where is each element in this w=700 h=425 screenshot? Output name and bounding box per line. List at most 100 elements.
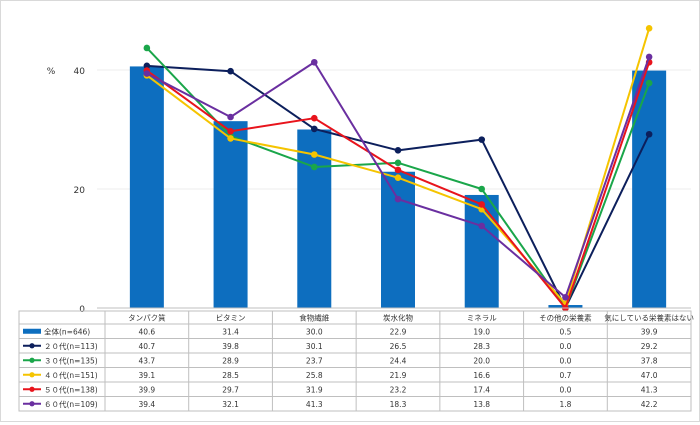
bar xyxy=(297,129,332,308)
table-cell-value: 19.0 xyxy=(473,327,490,336)
table-cell-value: 0.5 xyxy=(559,327,571,336)
legend-label: ２０代(n=113) xyxy=(44,341,98,351)
legend-swatch-marker xyxy=(29,343,35,349)
legend-label: 全体(n=646) xyxy=(44,326,90,336)
legend-swatch-marker xyxy=(29,401,35,407)
table-cell-value: 1.8 xyxy=(559,400,571,409)
legend-swatch-bar xyxy=(23,328,41,334)
category-label: タンパク質 xyxy=(128,313,166,323)
table-cell-value: 20.0 xyxy=(473,356,490,365)
data-table-frame xyxy=(18,310,692,412)
table-cell-value: 22.9 xyxy=(390,327,407,336)
category-label: ミネラル xyxy=(467,314,497,323)
table-cell-value: 39.4 xyxy=(139,400,156,409)
table-cell-value: 39.8 xyxy=(222,342,239,351)
legend-label: ５０代(n=138) xyxy=(44,384,98,394)
table-cell-value: 0.7 xyxy=(559,371,571,380)
legend-swatch-marker xyxy=(29,357,35,363)
legend-label: ４０代(n=151) xyxy=(44,370,98,380)
legend-swatch-marker xyxy=(29,386,35,392)
table-cell-value: 40.7 xyxy=(139,342,156,351)
table-cell-value: 30.1 xyxy=(306,342,323,351)
data-point xyxy=(478,185,486,193)
table-cell-value: 29.7 xyxy=(222,385,239,394)
bar xyxy=(213,121,248,308)
data-point xyxy=(394,147,402,154)
table-cell-value: 41.3 xyxy=(641,385,658,394)
category-label: その他の栄養素 xyxy=(539,313,592,323)
data-point xyxy=(310,151,318,158)
data-point xyxy=(227,113,234,121)
bar xyxy=(464,194,499,308)
table-cell-value: 23.2 xyxy=(390,385,407,394)
data-point xyxy=(310,58,318,66)
table-cell-value: 42.2 xyxy=(641,400,658,409)
table-cell-value: 16.6 xyxy=(473,371,490,380)
data-point xyxy=(310,125,318,133)
category-label: ビタミン xyxy=(216,314,246,323)
data-point xyxy=(645,25,653,32)
table-cell-value: 39.1 xyxy=(139,371,156,380)
bar xyxy=(129,66,164,309)
data-point xyxy=(310,114,318,122)
table-cell-value: 25.8 xyxy=(306,371,323,380)
table-cell-value: 0.0 xyxy=(559,356,571,365)
table-cell-value: 31.9 xyxy=(306,385,323,394)
data-point xyxy=(227,127,234,135)
data-point xyxy=(143,70,151,77)
y-axis-label: % xyxy=(47,67,56,77)
data-point xyxy=(310,163,318,171)
legend-label: ６０代(n=109) xyxy=(44,399,98,409)
table-cell-value: 32.1 xyxy=(222,400,239,409)
table-cell-value: 24.4 xyxy=(390,356,407,365)
table-cell-value: 21.9 xyxy=(390,371,407,380)
bar xyxy=(381,171,415,308)
data-point xyxy=(143,62,151,70)
table-cell-value: 31.4 xyxy=(222,327,239,336)
data-point xyxy=(394,166,402,174)
table-cell-value: 39.9 xyxy=(641,327,658,336)
legend-swatch-marker xyxy=(29,372,35,378)
data-point xyxy=(394,174,402,181)
data-point xyxy=(562,293,569,301)
data-point xyxy=(478,136,486,143)
category-label: 炭水化物 xyxy=(383,313,413,323)
category-label: 食物繊維 xyxy=(299,313,329,323)
table-cell-value: 40.6 xyxy=(139,327,156,336)
data-point xyxy=(645,53,653,61)
data-point xyxy=(227,67,234,75)
table-cell-value: 26.5 xyxy=(390,342,407,351)
table-cell-value: 39.9 xyxy=(139,385,156,394)
table-cell-value: 28.9 xyxy=(222,356,239,365)
table-cell-value: 23.7 xyxy=(306,356,323,365)
table-cell-value: 29.2 xyxy=(641,342,658,351)
table-cell-value: 0.0 xyxy=(559,385,571,394)
y-tick-label: 40 xyxy=(74,67,86,77)
table-cell-value: 41.3 xyxy=(306,400,323,409)
legend-label: ３０代(n=135) xyxy=(44,355,98,365)
data-point xyxy=(143,44,151,52)
data-point xyxy=(478,201,486,208)
data-point xyxy=(478,222,486,230)
data-point xyxy=(645,79,653,87)
data-point xyxy=(394,159,402,167)
data-point xyxy=(394,195,402,203)
table-cell-value: 47.0 xyxy=(641,371,658,380)
data-point xyxy=(645,130,653,138)
table-cell-value: 28.5 xyxy=(222,371,239,380)
table-cell-value: 0.0 xyxy=(559,342,571,351)
y-tick-label: 20 xyxy=(74,186,86,196)
table-cell-value: 17.4 xyxy=(473,385,490,394)
table-cell-value: 43.7 xyxy=(139,356,156,365)
table-cell-value: 13.8 xyxy=(473,400,490,409)
table-cell-value: 28.3 xyxy=(473,342,490,351)
y-tick-label: 0 xyxy=(79,305,85,315)
category-label: 気にしている栄養素はない xyxy=(604,313,694,323)
data-point xyxy=(227,135,234,142)
table-cell-value: 37.8 xyxy=(641,356,658,365)
table-cell-value: 30.0 xyxy=(306,327,323,336)
bar xyxy=(632,70,667,308)
table-cell-value: 18.3 xyxy=(390,400,407,409)
